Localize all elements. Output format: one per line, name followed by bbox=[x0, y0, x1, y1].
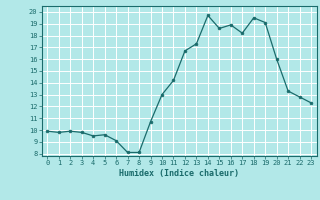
X-axis label: Humidex (Indice chaleur): Humidex (Indice chaleur) bbox=[119, 169, 239, 178]
